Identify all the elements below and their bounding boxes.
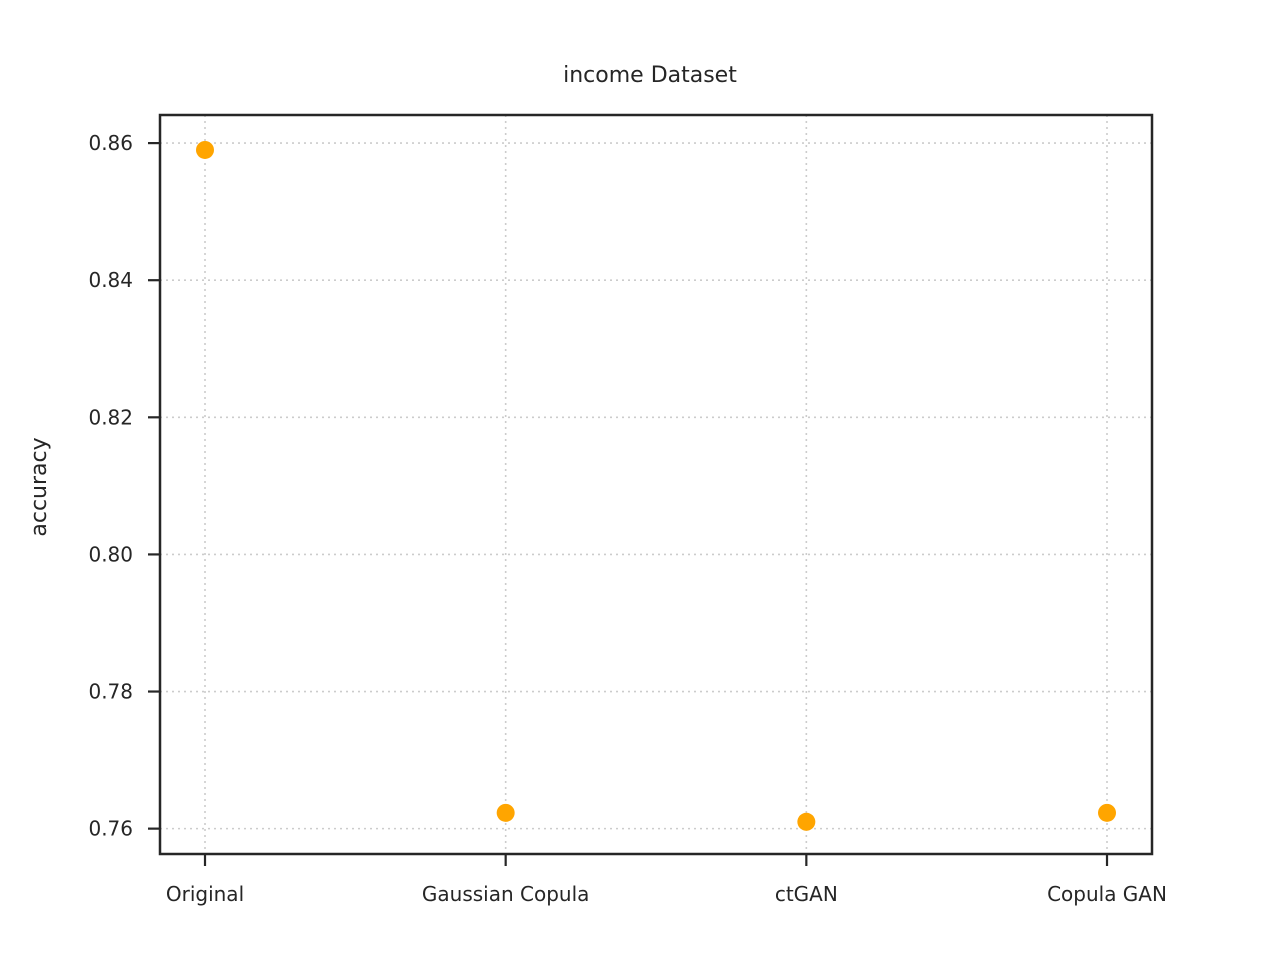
x-axis-ticks: Original Gaussian Copula ctGAN Copula GAN <box>166 854 1167 906</box>
chart-title: income Dataset <box>563 63 737 88</box>
y-tick-label: 0.78 <box>88 680 133 704</box>
x-tick-label: Original <box>166 882 244 906</box>
y-tick-label: 0.84 <box>88 268 133 292</box>
y-tick-label: 0.80 <box>88 542 133 566</box>
y-axis-label: accuracy <box>27 437 52 536</box>
data-point <box>797 812 816 831</box>
x-tick-label: Gaussian Copula <box>422 882 590 906</box>
plot-frame <box>158 113 1154 856</box>
y-tick-label: 0.86 <box>88 131 133 155</box>
data-points <box>196 140 1117 831</box>
x-tick-label: ctGAN <box>775 882 838 906</box>
y-tick-label: 0.76 <box>88 817 133 841</box>
data-point <box>1098 803 1117 822</box>
y-tick-label: 0.82 <box>88 405 133 429</box>
data-point <box>196 140 214 159</box>
data-point <box>496 803 515 822</box>
y-axis-ticks: 0.76 0.78 0.80 0.82 0.84 0.86 <box>88 131 160 841</box>
x-tick-label: Copula GAN <box>1047 882 1167 906</box>
grid-lines <box>160 115 1152 854</box>
